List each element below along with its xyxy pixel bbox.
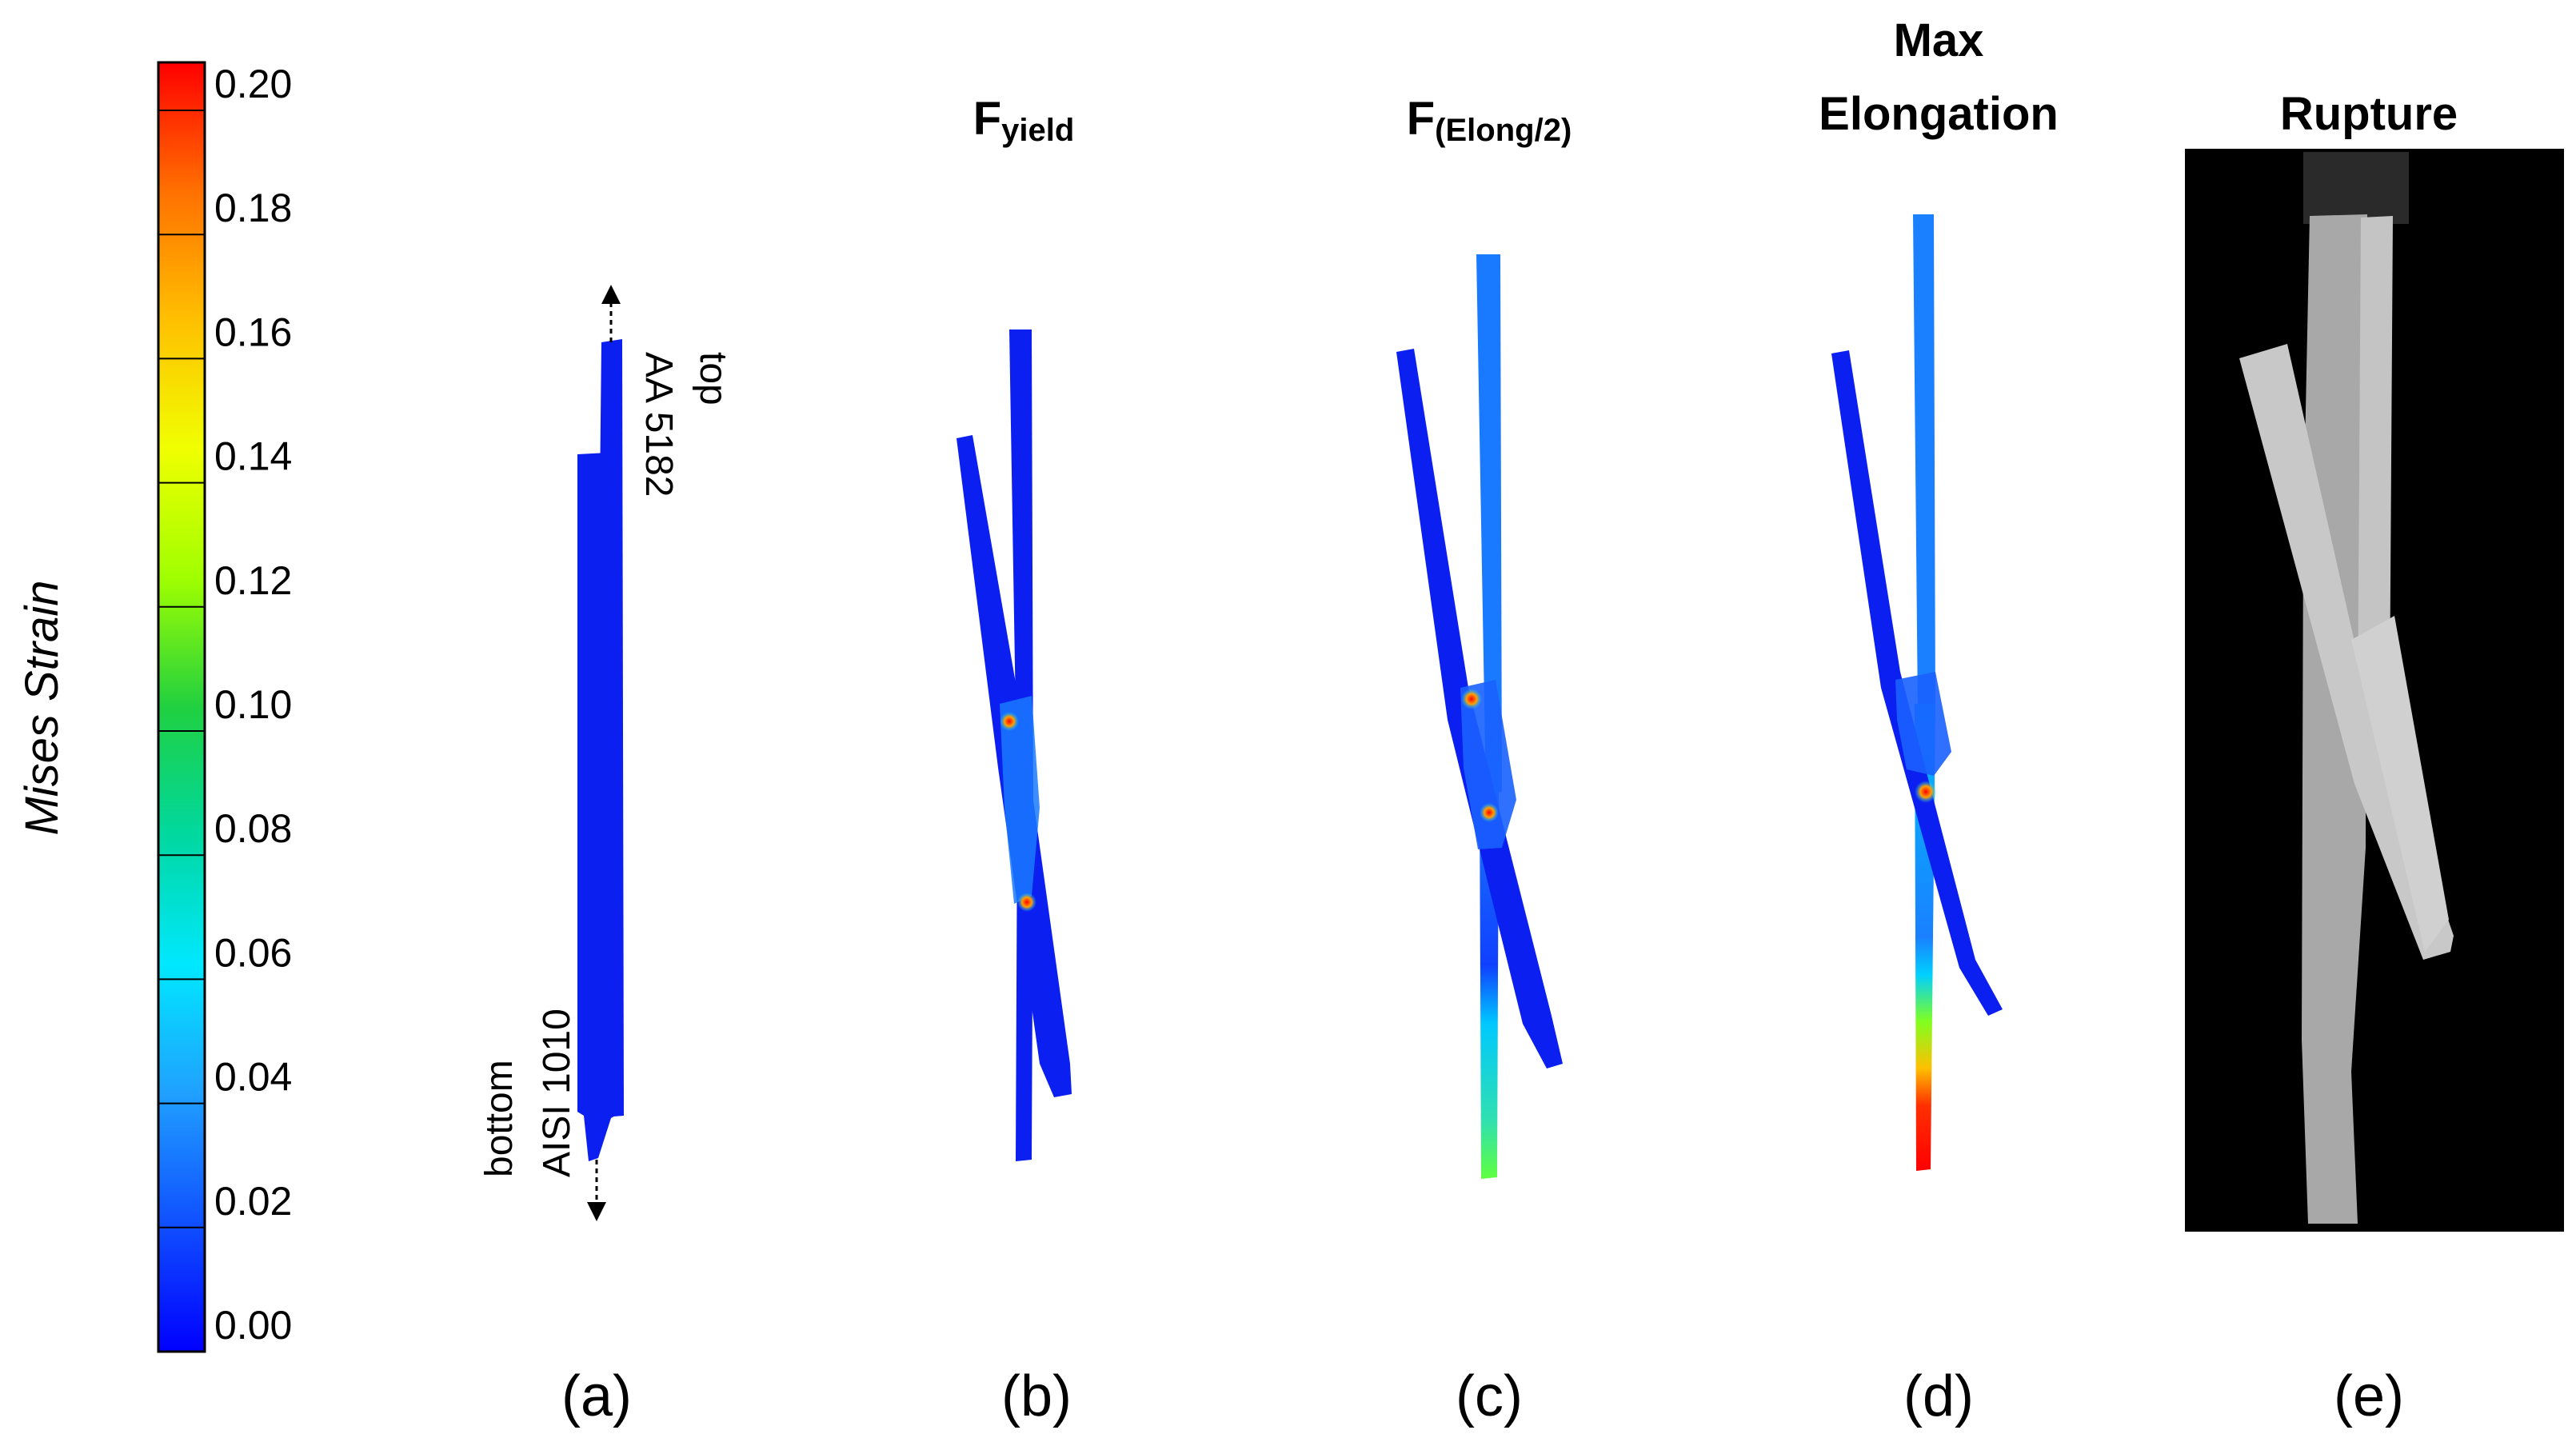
strain-hotspot-lower (1017, 893, 1036, 912)
panel-d-title-line1: Max (1894, 14, 1984, 66)
specimen-diagonal-strip (1831, 350, 2003, 1016)
panel-d-label: (d) (1903, 1364, 1974, 1428)
strain-hotspot-upper (1000, 712, 1019, 731)
strain-hotspot-upper (1461, 689, 1482, 709)
colorbar-tick-label: 0.10 (214, 682, 292, 727)
specimen-upper-strip (1913, 214, 1935, 713)
colorbar-tick-label: 0.04 (214, 1055, 292, 1100)
grip-top (2303, 152, 2409, 224)
colorbar-ticks: 0.20 0.18 0.16 0.14 0.12 0.10 0.08 0.06 0.04 0.02… (158, 62, 292, 1348)
bottom-label: bottom (478, 1060, 521, 1177)
panel-c: F(Elong/2) (c) (1396, 93, 1572, 1428)
panel-c-label: (c) (1456, 1364, 1523, 1428)
bottom-material-label: AISI 1010 (536, 1009, 578, 1177)
overlap-zone (1000, 696, 1040, 904)
colorbar-tick-label: 0.18 (214, 186, 292, 230)
top-material-label: AA 5182 (637, 352, 680, 497)
panel-a-label: (a) (561, 1364, 632, 1428)
overlap-zone (1895, 672, 1951, 776)
photo-sample-vertical (2302, 214, 2367, 1224)
colorbar-tick-label: 0.02 (214, 1179, 292, 1224)
colorbar-label: Mises Strain (16, 580, 68, 835)
specimen-diagonal-strip (1396, 349, 1563, 1069)
colorbar-gradient (157, 61, 206, 1353)
panel-b: Fyield (b) (957, 93, 1074, 1428)
specimen-upper-strip (1476, 254, 1502, 793)
colorbar-tick-label: 0.16 (214, 310, 292, 354)
photo-sample-cross (2351, 616, 2449, 952)
panel-b-title: Fyield (973, 93, 1075, 148)
panel-e-title: Rupture (2280, 88, 2458, 140)
colorbar-tick-label: 0.12 (214, 558, 292, 603)
colorbar-tick-label: 0.20 (214, 62, 292, 106)
panel-b-label: (b) (1001, 1364, 1072, 1428)
colorbar-tick-label: 0.00 (214, 1303, 292, 1348)
strain-hotspot (1915, 781, 1937, 803)
photo-sample-upper-right (2358, 216, 2393, 720)
top-label: top (692, 352, 734, 405)
specimen-strip-bottom (577, 453, 622, 1161)
panel-e-label: (e) (2334, 1364, 2404, 1428)
colorbar-tick-label: 0.14 (214, 434, 292, 479)
panel-d-title-line2: Elongation (1819, 88, 2059, 140)
panel-c-title: F(Elong/2) (1407, 93, 1572, 148)
panel-e: Rupture (e) (2185, 88, 2564, 1428)
strain-hotspot-lower (1480, 803, 1499, 822)
colorbar-tick-label: 0.06 (214, 930, 292, 975)
panel-d: Max Elongation (d) (1819, 14, 2059, 1428)
overlap-zone (1460, 680, 1516, 849)
panel-a: top AA 5182 AISI 1010 bottom (a) (478, 285, 734, 1428)
colorbar: 0.20 0.18 0.16 0.14 0.12 0.10 0.08 0.06 0.04 0.02… (16, 61, 292, 1353)
colorbar-tick-label: 0.08 (214, 806, 292, 851)
